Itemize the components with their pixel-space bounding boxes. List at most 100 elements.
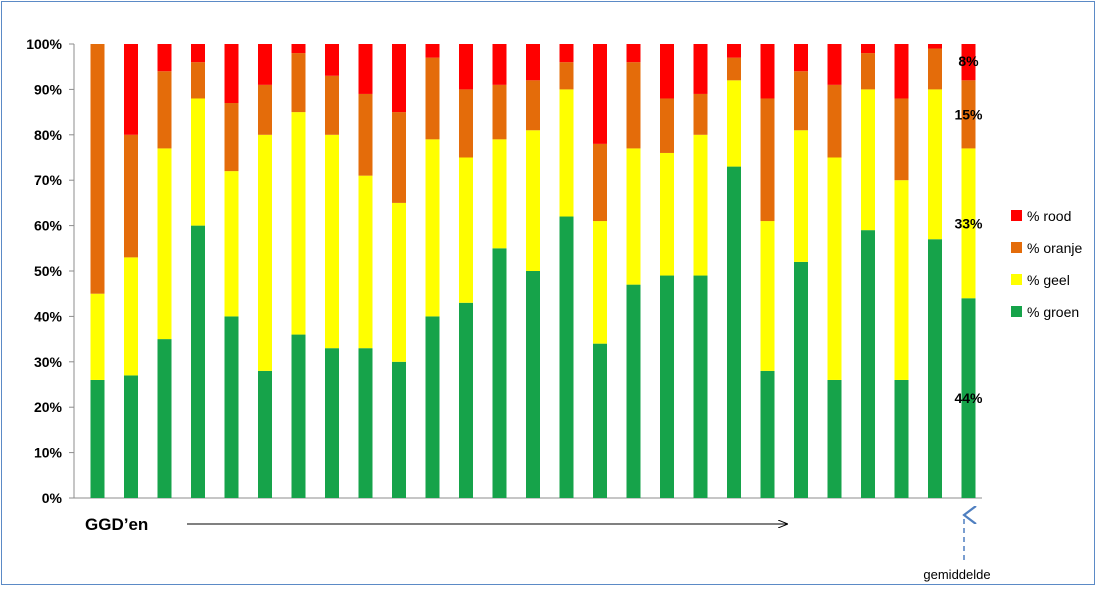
bar-segment-groen: [358, 348, 373, 498]
y-tick-label: 40%: [34, 308, 63, 324]
bar-segment-groen: [258, 370, 272, 498]
bar-segment-groen: [626, 284, 641, 498]
bar-segment-oranje: [325, 75, 339, 135]
legend-label: % oranje: [1027, 240, 1082, 256]
bar-segment-groen: [660, 275, 674, 498]
y-tick-label: 100%: [26, 36, 62, 52]
bar-segment-geel: [425, 139, 440, 317]
bar-segment-oranje: [291, 53, 306, 113]
bar-segment-rood: [124, 44, 138, 135]
bar-segment-groen: [693, 275, 708, 498]
bar-segment-oranje: [559, 62, 574, 90]
bar-segment-rood: [827, 44, 842, 85]
bar-segment-geel: [291, 112, 306, 335]
bar-segment-groen: [827, 379, 842, 498]
bar-segment-geel: [325, 134, 339, 349]
bar-segment-geel: [593, 221, 607, 344]
bar-segment-geel: [224, 171, 239, 317]
average-value-label: 8%: [958, 53, 979, 69]
bar-segment-rood: [928, 44, 942, 49]
legend-swatch: [1011, 242, 1022, 253]
bar-segment-oranje: [894, 98, 909, 181]
y-tick-label: 90%: [34, 81, 63, 97]
bar-segment-groen: [224, 316, 239, 498]
bar-segment-oranje: [928, 48, 942, 90]
bar-segment-rood: [894, 44, 909, 99]
bar-segment-rood: [727, 44, 741, 58]
bar-segment-geel: [559, 89, 574, 217]
y-tick-label: 20%: [34, 399, 63, 415]
bar-segment-oranje: [961, 80, 976, 149]
average-value-label: 15%: [954, 106, 983, 122]
bar-segment-groen: [90, 379, 105, 498]
bar-segment-geel: [894, 180, 909, 380]
legend-label: % groen: [1027, 304, 1079, 320]
bar-segment-geel: [191, 98, 205, 226]
average-value-label: 44%: [954, 390, 983, 406]
y-tick-label: 0%: [42, 490, 63, 506]
legend-label: % geel: [1027, 272, 1070, 288]
bar-segment-groen: [191, 225, 205, 498]
bar-segment-oranje: [90, 44, 105, 294]
bar-segment-geel: [827, 157, 842, 380]
legend: % rood % oranje % geel % groen: [1011, 208, 1082, 320]
y-tick-label: 10%: [34, 445, 63, 461]
legend-label: % rood: [1027, 208, 1071, 224]
bar-segment-geel: [794, 130, 808, 262]
bar-segment-oranje: [124, 134, 138, 258]
bar-segment-groen: [727, 166, 741, 498]
bar-segment-rood: [157, 44, 172, 72]
legend-swatch: [1011, 274, 1022, 285]
y-tick-label: 50%: [34, 263, 63, 279]
bar-segment-oranje: [358, 93, 373, 176]
bar-segment-geel: [861, 89, 875, 231]
bar-segment-oranje: [660, 98, 674, 153]
bar-segment-groen: [157, 339, 172, 498]
bar-segment-oranje: [526, 80, 540, 131]
bar-segment-rood: [559, 44, 574, 63]
bar-segment-oranje: [258, 84, 272, 135]
bar-segment-groen: [291, 334, 306, 498]
bar-segment-geel: [124, 257, 138, 376]
bar-segment-geel: [157, 148, 172, 340]
bar-segment-rood: [425, 44, 440, 58]
bar-segment-groen: [392, 361, 406, 498]
bar-segment-oranje: [861, 53, 875, 90]
bar-segment-geel: [258, 134, 272, 371]
bar-segment-groen: [325, 348, 339, 498]
bar-segment-groen: [593, 343, 607, 498]
legend-swatch: [1011, 306, 1022, 317]
bar-segment-oranje: [459, 89, 473, 158]
bar-segment-rood: [191, 44, 205, 63]
bar-segment-groen: [492, 248, 507, 498]
bar-segment-oranje: [492, 84, 507, 140]
average-value-label: 33%: [954, 215, 983, 231]
bar-segment-oranje: [157, 71, 172, 149]
bar-segment-geel: [760, 221, 775, 371]
bar-segment-oranje: [827, 84, 842, 158]
bar-segment-geel: [526, 130, 540, 271]
bar-segment-oranje: [425, 57, 440, 140]
bar-segment-rood: [794, 44, 808, 72]
bar-segment-oranje: [392, 112, 406, 203]
bar-segment-rood: [660, 44, 674, 99]
bar-segment-oranje: [191, 62, 205, 99]
bar-segment-geel: [626, 148, 641, 285]
bar-segment-rood: [325, 44, 339, 76]
bar-segment-rood: [258, 44, 272, 85]
y-tick-label: 70%: [34, 172, 63, 188]
bar-segment-rood: [693, 44, 708, 94]
bar-segment-geel: [492, 139, 507, 249]
bar-segment-groen: [794, 261, 808, 498]
y-tick-label: 80%: [34, 127, 63, 143]
average-label: gemiddelde: [923, 567, 990, 582]
bar-segment-oranje: [593, 143, 607, 222]
bar-segment-rood: [492, 44, 507, 85]
y-tick-label: 60%: [34, 218, 63, 234]
bar-segment-groen: [894, 379, 909, 498]
bar-segment-groen: [526, 271, 540, 498]
bar-segment-geel: [928, 89, 942, 240]
bar-segment-rood: [526, 44, 540, 81]
bar-segment-rood: [861, 44, 875, 54]
bar-segment-groen: [760, 370, 775, 498]
